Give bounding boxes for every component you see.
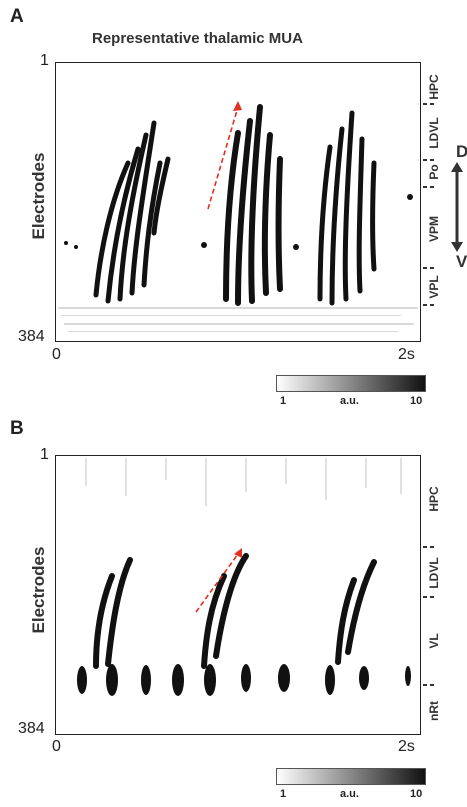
- panel-b-region-dividers: [423, 546, 437, 686]
- panel-a-y-label: Electrodes: [29, 152, 48, 240]
- panel-a-y-bottom: 384: [18, 328, 45, 345]
- panel-b-letter: B: [10, 418, 24, 439]
- panel-a-region-dividers: [423, 103, 437, 306]
- panel-b-propagation-arrow: [195, 548, 242, 613]
- panel-b-raster-image: [77, 458, 411, 696]
- panel-a-raster-image: [58, 101, 418, 332]
- panel-b-colorbar-max: 10: [410, 788, 423, 800]
- panel-a-colorbar-label: a.u.: [340, 395, 359, 407]
- panel-b-region-vl: VL: [427, 633, 441, 649]
- panel-a-colorbar: [276, 375, 426, 392]
- panel-b-x-start: 0: [52, 738, 61, 755]
- panel-b-bursts: [93, 553, 377, 669]
- panel-a-region-ldvl: LDVL: [427, 117, 441, 149]
- panel-a-region-hpc: HPC: [427, 74, 441, 100]
- panel-a-propagation-arrow: [207, 101, 242, 210]
- dorsal-label: D: [456, 142, 467, 161]
- panel-a-x-end: 2s: [398, 346, 415, 363]
- panel-a-colorbar-min: 1: [280, 395, 287, 407]
- panel-b-y-bottom: 384: [18, 720, 45, 737]
- panel-b-x-end: 2s: [398, 738, 415, 755]
- panel-b-region-ldvl: LDVL: [427, 557, 441, 589]
- panel-a-letter: A: [10, 6, 24, 27]
- panel-b-region-hpc: HPC: [427, 486, 441, 512]
- panel-a-region-vpl: VPL: [427, 275, 441, 299]
- dorsoventral-arrow-icon: [451, 162, 463, 252]
- panel-b-y-label: Electrodes: [29, 546, 48, 634]
- panel-b-nrt-oscillation: [77, 664, 411, 696]
- panel-b-colorbar-label: a.u.: [340, 788, 359, 800]
- panel-b-raster: [55, 455, 421, 735]
- panel-a-burst-1: [93, 120, 171, 304]
- panel-a-burst-2: [223, 104, 283, 306]
- panel-b-region-nrt: nRt: [427, 701, 441, 721]
- panel-b-colorbar-min: 1: [280, 788, 287, 800]
- panel-a-burst-3: [317, 110, 377, 306]
- panel-b-colorbar: [276, 768, 426, 785]
- panel-a-title: Representative thalamic MUA: [92, 30, 303, 47]
- panel-a-region-po: Po: [427, 164, 441, 180]
- panel-a-region-vpm: VPM: [427, 216, 441, 243]
- panel-a-raster: [55, 62, 421, 342]
- ventral-label: V: [456, 252, 467, 271]
- panel-b-y-top: 1: [40, 446, 49, 463]
- panel-a-x-start: 0: [52, 346, 61, 363]
- panel-a-y-top: 1: [40, 52, 49, 69]
- panel-a-colorbar-max: 10: [410, 395, 423, 407]
